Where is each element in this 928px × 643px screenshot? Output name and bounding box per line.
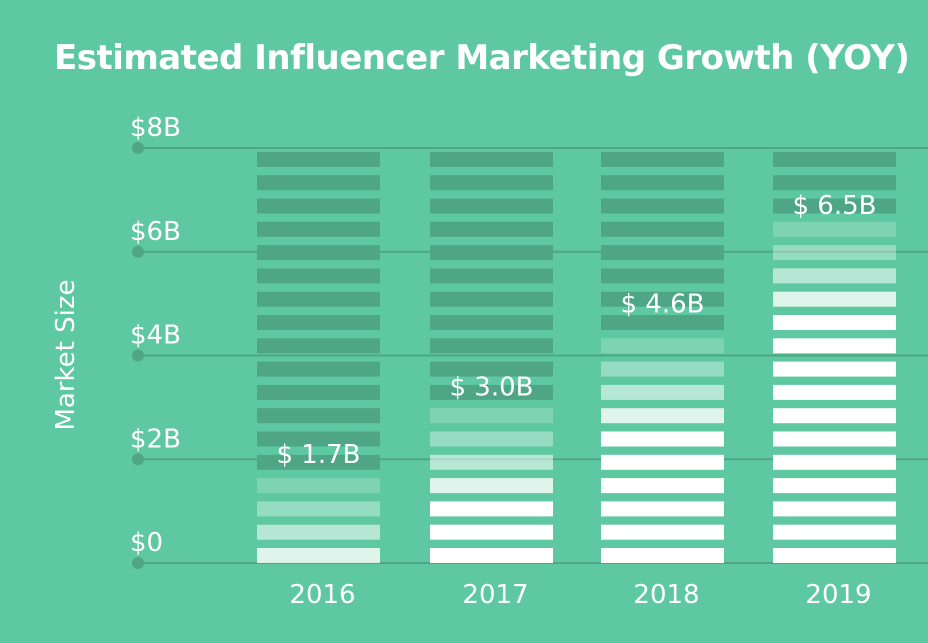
x-tick-label: 2016 (289, 580, 355, 610)
bar-stripe (773, 384, 896, 400)
bar-stripe (773, 151, 896, 167)
bar-stripe (430, 245, 553, 261)
bar-stripe (601, 198, 724, 214)
bar-stripe (257, 175, 380, 191)
bar-stripe (430, 501, 553, 517)
bar-stripe (601, 384, 724, 400)
bar-stripe (257, 221, 380, 237)
bar-stripe (257, 501, 380, 517)
bar-stripe (430, 548, 553, 563)
bar-stripe (257, 245, 380, 261)
tick-dot (132, 453, 144, 466)
bar-stripe (257, 338, 380, 354)
bar-stripe (430, 384, 553, 400)
bar-stripe (773, 268, 896, 284)
bar-stripe (430, 291, 553, 307)
bar-stripe (601, 524, 724, 540)
bar-stripe (601, 548, 724, 563)
bar-stripe (601, 175, 724, 191)
bar-stripe (257, 431, 380, 447)
bar-stripe (430, 175, 553, 191)
bar-stripe (257, 291, 380, 307)
bar-stripe (773, 175, 896, 191)
bar-stripe (430, 361, 553, 377)
y-tick-label: $6B (130, 217, 181, 247)
bar-stripe (773, 454, 896, 470)
bar-stripe (430, 431, 553, 447)
bar-stripe (601, 338, 724, 354)
bar-stripe (430, 151, 553, 167)
tick-dot (132, 245, 144, 258)
tick-dot (132, 557, 144, 569)
bar-stripe (601, 291, 724, 307)
bar-value-label: $ 6.5B (793, 191, 877, 221)
x-tick-label: 2019 (805, 580, 871, 610)
bar-value-label: $ 4.6B (621, 289, 705, 319)
bar-stripe (430, 198, 553, 214)
bar-stripe (601, 268, 724, 284)
bar-stripe (773, 221, 896, 237)
tick-dot (132, 349, 144, 362)
bar-stripe (773, 198, 896, 214)
bar-stripe (601, 315, 724, 330)
bar-stripe (430, 315, 553, 330)
bar-stripe (773, 291, 896, 307)
bar-stripe (773, 361, 896, 377)
bar-stripe (430, 221, 553, 237)
bar-stripe (257, 524, 380, 540)
x-tick-label: 2018 (633, 580, 699, 610)
bar-stripe (773, 478, 896, 494)
bar-stripe (601, 431, 724, 447)
bar-stripe (257, 198, 380, 214)
bar-value-label: $ 3.0B (450, 372, 534, 402)
bar-stripe (773, 245, 896, 261)
bar-stripe (601, 501, 724, 517)
bar-stripe (601, 361, 724, 377)
bar-stripe (601, 454, 724, 470)
bar-stripe (257, 454, 380, 470)
tick-dot (132, 142, 144, 154)
bar-stripe (257, 384, 380, 400)
y-tick-label: $8B (130, 113, 181, 143)
bar-stripe (257, 361, 380, 377)
y-tick-label: $0 (130, 528, 163, 558)
bar-stripe (773, 338, 896, 354)
bar-stripe (601, 221, 724, 237)
bar-stripe (773, 408, 896, 424)
bar-stripe (601, 408, 724, 424)
bar-stripe (773, 431, 896, 447)
bar-stripe (257, 268, 380, 284)
chart-title: Estimated Influencer Marketing Growth (Y… (54, 38, 910, 78)
bar-stripe (257, 315, 380, 330)
bar-stripe (773, 501, 896, 517)
bar-stripe (601, 245, 724, 261)
bar-stripe (601, 478, 724, 494)
bar-stripe (430, 408, 553, 424)
bar-stripe (257, 151, 380, 167)
bar-stripe (257, 408, 380, 424)
bar-stripe (430, 268, 553, 284)
bar-value-label: $ 1.7B (277, 440, 361, 470)
bar-stripe (601, 151, 724, 167)
y-tick-label: $4B (130, 321, 181, 351)
bar-stripe (773, 524, 896, 540)
bar-stripe (257, 478, 380, 494)
bar-stripe (773, 315, 896, 330)
bar-stripe (430, 338, 553, 354)
bar-stripe (430, 478, 553, 494)
bar-stripe (773, 548, 896, 563)
bar-stripe (430, 524, 553, 540)
bar-stripe (430, 454, 553, 470)
y-tick-label: $2B (130, 424, 181, 454)
x-tick-label: 2017 (462, 580, 528, 610)
bar-stripe (257, 548, 380, 563)
